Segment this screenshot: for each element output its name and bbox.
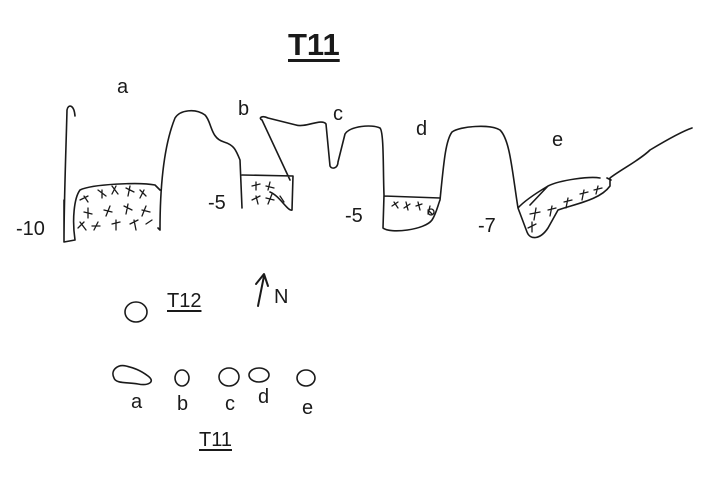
depth-label-d: -5	[345, 205, 363, 227]
depth-label-e: -7	[478, 215, 496, 237]
section-label-a: a	[117, 76, 129, 98]
plan-shape-c	[218, 367, 240, 387]
chamber-b-fill	[251, 181, 285, 205]
section-label-b: b	[238, 98, 250, 120]
plan-label-a: a	[131, 391, 143, 413]
plan-label-b: b	[177, 393, 189, 415]
north-arrow	[255, 273, 269, 307]
section-label-e: e	[552, 129, 564, 151]
plan-label-t12: T12	[167, 290, 202, 312]
chamber-d-fill	[391, 201, 435, 216]
chamber-e-fill	[527, 185, 603, 233]
depth-label-a: -10	[16, 218, 45, 240]
figure-title: T11	[288, 27, 340, 62]
plan-label-c: c	[225, 393, 235, 415]
section-label-c: c	[333, 103, 343, 125]
plan-label-d: d	[258, 386, 270, 408]
chamber-a-fill	[77, 185, 153, 231]
plan-t12-shape	[124, 301, 148, 323]
north-label: N	[274, 286, 289, 308]
section-profile-line	[63, 105, 693, 243]
plan-shape-b	[174, 369, 190, 387]
plan-shape-a	[112, 364, 153, 386]
plan-shape-d	[248, 367, 270, 383]
section-label-d: d	[416, 118, 428, 140]
plan-label-t11: T11	[199, 429, 232, 451]
plan-shape-e	[296, 369, 316, 387]
depth-label-b: -5	[208, 192, 226, 214]
plan-label-e: e	[302, 397, 314, 419]
